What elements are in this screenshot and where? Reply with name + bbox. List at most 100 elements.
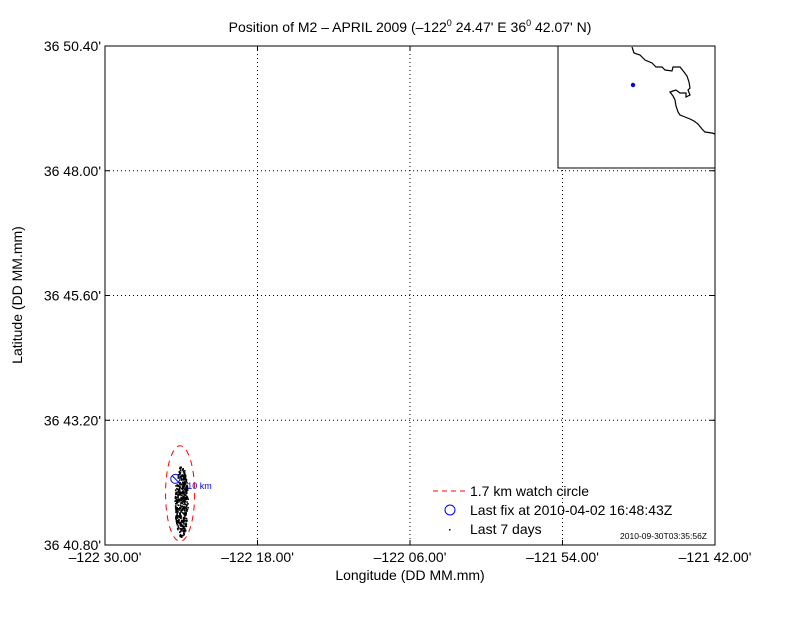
last-7-days-point <box>185 509 187 512</box>
last-7-days-point <box>175 522 178 525</box>
last-7-days-point <box>185 513 187 515</box>
last-7-days-point <box>174 495 177 498</box>
last-7-days-point <box>183 521 185 523</box>
last-7-days-point <box>186 487 189 490</box>
last-7-days-point <box>179 513 181 516</box>
last-7-days-point <box>174 507 177 509</box>
last-7-days-point <box>175 521 178 523</box>
last-7-days-point <box>179 472 181 474</box>
last-7-days-point <box>175 518 177 521</box>
legend: 1.7 km watch circle Last fix at 2010-04-… <box>433 483 707 541</box>
x-axis-label: Longitude (DD MM.mm) <box>335 567 484 583</box>
last-7-days-point <box>181 528 183 530</box>
last-7-days-point <box>176 491 179 493</box>
last-7-days-point <box>183 475 186 477</box>
last-7-days-point <box>183 485 185 487</box>
x-tick-label: –122 30.00' <box>69 549 142 565</box>
last-7-days-point <box>175 511 177 514</box>
last-7-days-point <box>180 499 183 502</box>
last-7-days-point <box>186 489 189 492</box>
last-7-days-point <box>175 516 177 519</box>
axis-ticks: –122 30.00' –122 18.00' –122 06.00' –121 54… <box>44 38 752 565</box>
last-7-days-point <box>184 515 186 517</box>
last-7-days-point <box>180 525 182 527</box>
last-7-days-point <box>176 502 178 505</box>
last-7-days-point <box>180 520 183 523</box>
last-7-days-point <box>182 490 185 492</box>
last-7-days-point <box>183 506 186 509</box>
last-7-days-point <box>186 486 189 489</box>
last-7-days-point <box>182 527 185 530</box>
last-7-days-point <box>180 523 183 526</box>
last-7-days-point <box>185 486 188 489</box>
last-fix-marker <box>170 473 181 484</box>
last-7-days-point <box>183 520 185 522</box>
last-7-days-point <box>184 475 187 478</box>
last-7-days-point <box>183 497 186 500</box>
last-7-days-point <box>185 492 187 495</box>
x-tick-label: –121 54.00' <box>526 549 599 565</box>
last-7-days-point <box>183 533 185 536</box>
last-7-days-point <box>176 507 179 509</box>
last-7-days-point <box>180 510 183 512</box>
last-7-days-point <box>186 501 188 503</box>
last-7-days-point <box>182 481 184 484</box>
last-7-days-point <box>183 493 185 495</box>
last-7-days-point <box>183 502 186 504</box>
last-7-days-point <box>174 500 177 502</box>
scale-bar <box>171 475 181 485</box>
last-7-days-point <box>183 488 186 490</box>
y-tick-label: 36 40.80' <box>44 537 101 553</box>
legend-last-7-days-label: Last 7 days <box>470 521 542 537</box>
last-7-days-point <box>184 529 187 532</box>
last-7-days-point <box>182 499 185 502</box>
last-7-days-point <box>184 511 186 513</box>
last-7-days-point <box>181 494 183 497</box>
last-7-days-point <box>180 502 182 504</box>
last-7-days-point <box>181 500 184 503</box>
x-tick-label: –122 06.00' <box>374 549 447 565</box>
last-7-days-point <box>185 525 188 528</box>
last-7-days-point <box>183 519 186 521</box>
last-7-days-point <box>180 509 183 512</box>
last-7-days-point <box>185 490 188 492</box>
last-7-days-point <box>178 499 181 502</box>
last-7-days-point <box>177 475 180 478</box>
last-7-days-point <box>177 477 179 479</box>
last-7-days-point <box>185 522 187 525</box>
last-7-days-point <box>182 496 185 499</box>
last-7-days-point <box>180 517 182 520</box>
last-7-days-point <box>181 519 184 522</box>
last-7-days-point <box>180 527 182 530</box>
last-7-days-point <box>181 478 184 481</box>
last-7-days-point <box>176 512 179 515</box>
last-7-days-point <box>176 514 179 517</box>
last-7-days-point <box>178 471 180 473</box>
last-7-days-point <box>177 488 179 491</box>
y-tick-label: 36 50.40' <box>44 38 101 54</box>
last-7-days-point <box>177 521 180 523</box>
last-7-days-point <box>179 531 181 534</box>
last-7-days-point <box>183 522 185 525</box>
last-7-days-point <box>181 475 184 478</box>
last-7-days-point <box>183 473 186 476</box>
last-7-days-point <box>182 506 184 509</box>
last-7-days-point <box>178 522 181 525</box>
last-7-days-point <box>187 506 189 509</box>
last-7-days-point <box>184 483 186 486</box>
last-7-days-point <box>182 486 185 488</box>
last-7-days-point <box>179 482 182 484</box>
last-7-days-point <box>180 477 182 480</box>
x-tick-label: –121 42.00' <box>679 549 752 565</box>
last-7-days-point <box>178 516 181 519</box>
last-7-days-point <box>186 519 188 522</box>
last-7-days-point <box>176 514 178 516</box>
last-7-days-point <box>180 519 183 522</box>
y-tick-label: 36 48.00' <box>44 163 101 179</box>
last-7-days-point <box>183 508 185 510</box>
last-7-days-point <box>185 498 187 500</box>
last-7-days-point <box>185 480 188 483</box>
last-7-days-point <box>177 528 179 531</box>
last-7-days-point <box>181 483 183 485</box>
